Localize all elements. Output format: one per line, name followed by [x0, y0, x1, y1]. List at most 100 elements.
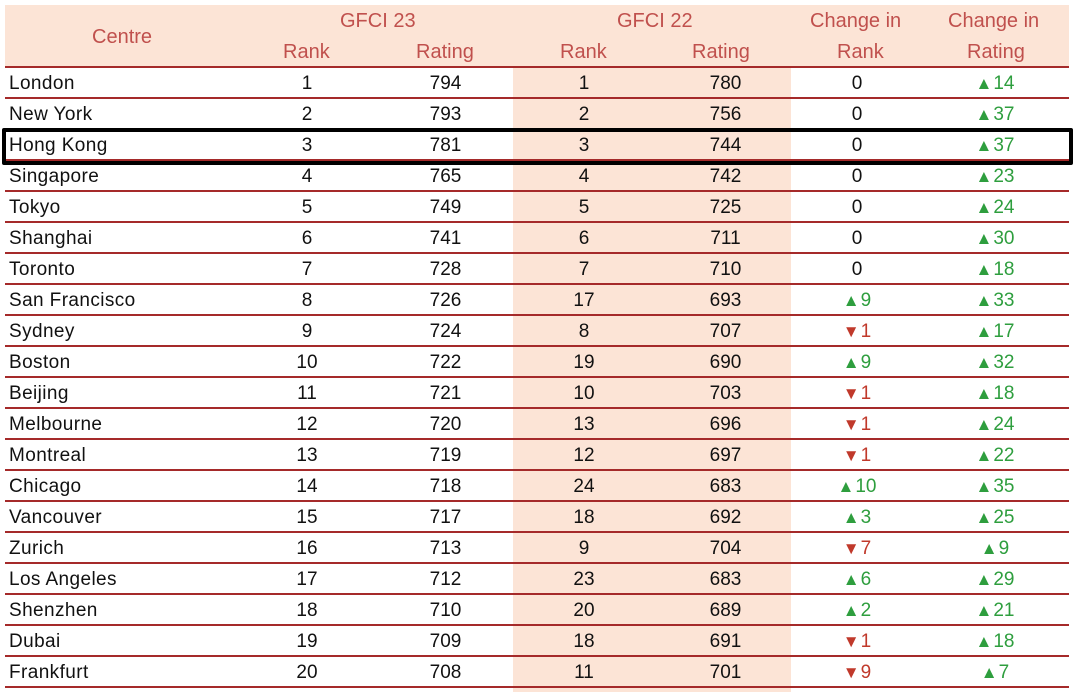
change-in-rank: 0 — [817, 68, 897, 97]
row-divider — [5, 624, 1069, 626]
change-in-rank: ▲9 — [817, 285, 897, 314]
centre-name: Zurich — [9, 538, 65, 559]
change-in-rating: ▲37 — [955, 99, 1035, 128]
change-in-rating-value: 30 — [993, 228, 1015, 249]
change-in-rank: ▲6 — [817, 564, 897, 593]
gfci22-rating: 704 — [709, 538, 742, 559]
change-in-rank: ▲3 — [817, 502, 897, 531]
centre-name: Tokyo — [9, 197, 61, 218]
change-in-rank: ▼9 — [817, 657, 897, 686]
triangle-up-icon: ▲ — [975, 105, 993, 124]
gfci23-rating: 721 — [429, 383, 462, 404]
change-in-rank-value: 0 — [851, 197, 863, 218]
change-in-rating-value: 37 — [993, 104, 1015, 125]
triangle-up-icon: ▲ — [837, 477, 855, 496]
change-in-rating: ▲7 — [955, 657, 1035, 686]
triangle-up-icon: ▲ — [975, 198, 993, 217]
change-in-rating-value: 32 — [993, 352, 1015, 373]
header-change-rank-line2: Rank — [837, 41, 884, 63]
gfci23-rank: 16 — [296, 538, 318, 559]
gfci23-rating: 722 — [429, 352, 462, 373]
gfci23-rank: 3 — [301, 135, 313, 156]
centre-name: Hong Kong — [9, 135, 108, 156]
change-in-rank: 0 — [817, 254, 897, 283]
change-in-rank: ▲10 — [817, 471, 897, 500]
table-row: San Francisco 8 726 17 693 ▲9 ▲33 — [5, 285, 1069, 316]
triangle-down-icon: ▼ — [842, 632, 860, 651]
gfci22-rating: 742 — [709, 166, 742, 187]
change-in-rating-value: 29 — [993, 569, 1015, 590]
change-in-rating: ▲9 — [955, 533, 1035, 562]
centre-name: Sydney — [9, 321, 75, 342]
gfci22-rating: 710 — [709, 259, 742, 280]
change-in-rating-value: 18 — [993, 631, 1015, 652]
change-in-rank: 0 — [817, 223, 897, 252]
gfci22-rank: 12 — [573, 445, 595, 466]
gfci23-rank: 4 — [301, 166, 313, 187]
gfci22-rating: 696 — [709, 414, 742, 435]
centre-name: Chicago — [9, 476, 82, 497]
table-row: Montreal 13 719 12 697 ▼1 ▲22 — [5, 440, 1069, 471]
gfci23-rank: 18 — [296, 600, 318, 621]
table-row: Chicago 14 718 24 683 ▲10 ▲35 — [5, 471, 1069, 502]
gfci23-rating: 726 — [429, 290, 462, 311]
triangle-up-icon: ▲ — [975, 601, 993, 620]
change-in-rank: ▼1 — [817, 316, 897, 345]
change-in-rating-value: 24 — [993, 414, 1015, 435]
change-in-rank-value: 10 — [855, 476, 877, 497]
change-in-rating: ▲17 — [955, 316, 1035, 345]
triangle-up-icon: ▲ — [842, 601, 860, 620]
gfci23-rank: 12 — [296, 414, 318, 435]
gfci22-rating: 697 — [709, 445, 742, 466]
triangle-down-icon: ▼ — [842, 415, 860, 434]
gfci22-rank: 10 — [573, 383, 595, 404]
centre-name: Los Angeles — [9, 569, 117, 590]
triangle-up-icon: ▲ — [975, 415, 993, 434]
change-in-rating: ▲23 — [955, 161, 1035, 190]
gfci22-rank: 6 — [578, 228, 590, 249]
gfci22-rank: 5 — [578, 197, 590, 218]
change-in-rank: ▲9 — [817, 347, 897, 376]
change-in-rank: 0 — [817, 99, 897, 128]
header-centre: Centre — [92, 26, 153, 48]
gfci23-rating: 793 — [429, 104, 462, 125]
change-in-rank-value: 1 — [860, 445, 872, 466]
triangle-up-icon: ▲ — [980, 539, 998, 558]
gfci22-rating: 690 — [709, 352, 742, 373]
centre-name: Boston — [9, 352, 71, 373]
row-divider — [5, 686, 1069, 688]
gfci23-rank: 9 — [301, 321, 313, 342]
change-in-rank: 0 — [817, 130, 897, 159]
table-row: Toronto 7 728 7 710 0 ▲18 — [5, 254, 1069, 285]
row-divider — [5, 655, 1069, 657]
header-gfci22-rank: Rank — [560, 41, 607, 63]
gfci22-rank: 20 — [573, 600, 595, 621]
change-in-rating-value: 7 — [998, 662, 1010, 683]
centre-name: Dubai — [9, 631, 61, 652]
triangle-up-icon: ▲ — [975, 570, 993, 589]
triangle-up-icon: ▲ — [842, 508, 860, 527]
change-in-rating-value: 22 — [993, 445, 1015, 466]
row-divider — [5, 252, 1069, 254]
change-in-rank-value: 2 — [860, 600, 872, 621]
change-in-rating-value: 25 — [993, 507, 1015, 528]
change-in-rank-value: 0 — [851, 73, 863, 94]
gfci23-rank: 19 — [296, 631, 318, 652]
triangle-up-icon: ▲ — [975, 632, 993, 651]
gfci23-rating: 741 — [429, 228, 462, 249]
change-in-rating-value: 9 — [998, 538, 1010, 559]
table-row: Beijing 11 721 10 703 ▼1 ▲18 — [5, 378, 1069, 409]
gfci22-rating: 707 — [709, 321, 742, 342]
gfci23-rating: 781 — [429, 135, 462, 156]
triangle-up-icon: ▲ — [980, 663, 998, 682]
change-in-rank-value: 6 — [860, 569, 872, 590]
gfci22-rating: 703 — [709, 383, 742, 404]
table-row: Hong Kong 3 781 3 744 0 ▲37 — [5, 130, 1069, 161]
gfci22-rating: 725 — [709, 197, 742, 218]
change-in-rating: ▲21 — [955, 595, 1035, 624]
gfci22-rating: 691 — [709, 631, 742, 652]
gfci22-rank: 8 — [578, 321, 590, 342]
table-row: New York 2 793 2 756 0 ▲37 — [5, 99, 1069, 130]
change-in-rank-value: 0 — [851, 259, 863, 280]
